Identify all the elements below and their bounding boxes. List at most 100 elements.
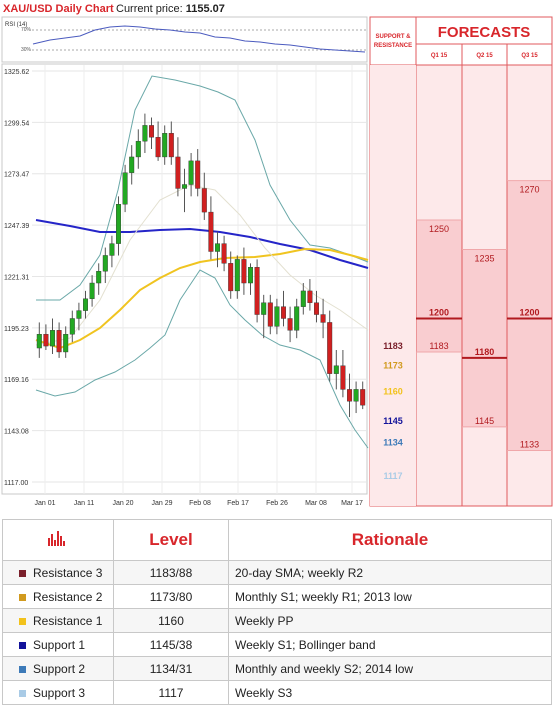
table-icon-cell <box>2 519 114 561</box>
level-swatch <box>19 617 26 625</box>
level-name-cell: Support 1 <box>2 632 114 657</box>
level-value-cell: 1160 <box>113 608 229 633</box>
level-name-cell: Resistance 3 <box>2 560 114 585</box>
candle-body <box>115 204 121 244</box>
candle-body <box>254 267 260 315</box>
candle-body <box>50 330 56 347</box>
level-label-r2: 1173 <box>383 361 403 371</box>
level-name: Resistance 1 <box>33 613 103 628</box>
y-tick-label: 1143.08 <box>4 429 29 436</box>
candle-body <box>347 389 353 402</box>
table-row: Resistance 2 1173/80 Monthly S1; weekly R1… <box>2 584 552 609</box>
candle-body <box>247 267 253 284</box>
candle-body <box>228 263 234 292</box>
candle-body <box>241 259 247 284</box>
bollinger-upper <box>36 75 369 301</box>
level-swatch <box>19 689 26 697</box>
candle-body <box>314 302 320 315</box>
level-label-s3: 1117 <box>383 471 402 481</box>
candle-body <box>188 160 194 185</box>
candle-body <box>69 318 75 335</box>
rationale-cell: 20-day SMA; weekly R2 <box>228 560 552 585</box>
rationale-cell: Weekly PP <box>228 608 552 633</box>
level-swatch <box>19 593 26 601</box>
level-name: Resistance 2 <box>33 589 103 604</box>
forecast-low-value: 1133 <box>520 439 539 449</box>
y-tick-label: 1299.54 <box>4 120 29 127</box>
forecast-col-label: Q1 15 <box>431 53 448 59</box>
forecast-high-value: 1250 <box>429 224 449 234</box>
y-tick-label: 1221.31 <box>4 275 29 282</box>
level-label-r3: 1183 <box>383 341 403 351</box>
candle-body <box>175 156 181 189</box>
table-row: Support 3 1117 Weekly S3 <box>2 680 552 705</box>
candle-body <box>148 125 154 138</box>
forecast-high-value: 1270 <box>519 185 539 195</box>
x-tick-label: Jan 29 <box>151 500 172 507</box>
level-label-s2: 1134 <box>383 438 403 448</box>
forecast-range <box>507 180 552 451</box>
level-name: Support 3 <box>33 685 86 700</box>
rsi-level-70: 70% <box>21 27 32 33</box>
current-price-label: Current price: 1155.07 <box>116 3 225 15</box>
y-tick-label: 1195.23 <box>4 326 29 333</box>
rationale-cell: Monthly and weekly S2; 2014 low <box>228 656 552 681</box>
forecast-range <box>416 219 462 352</box>
y-tick-label: 1273.47 <box>4 172 29 179</box>
candle-body <box>82 298 88 311</box>
rsi-line <box>32 25 366 53</box>
forecast-mid-value: 1200 <box>519 307 539 317</box>
candle-body <box>122 172 128 205</box>
level-swatch <box>19 665 26 673</box>
candle-body <box>201 188 207 213</box>
x-tick-label: Jan 20 <box>112 500 133 507</box>
candle-body <box>327 322 333 374</box>
table-row: Support 2 1134/31 Monthly and weekly S2; 2… <box>2 656 552 681</box>
candle-body <box>267 302 273 327</box>
sma-yellow <box>35 247 369 350</box>
bollinger-lower <box>35 269 369 449</box>
level-name: Support 1 <box>33 637 86 652</box>
forecast-low-value: 1145 <box>475 416 494 426</box>
level-name-cell: Resistance 2 <box>2 584 114 609</box>
y-tick-label: 1117.00 <box>4 480 28 487</box>
candle-body <box>300 290 306 307</box>
sr-label-2: RESISTANCE <box>374 43 412 49</box>
y-tick-label: 1247.39 <box>4 223 29 230</box>
candle-body <box>221 243 227 264</box>
candle-body <box>281 306 287 319</box>
level-swatch <box>19 569 26 577</box>
candle-body <box>102 255 108 272</box>
y-tick-label: 1169.16 <box>4 377 29 384</box>
level-name-cell: Support 2 <box>2 656 114 681</box>
candle-body <box>320 314 326 323</box>
level-name: Resistance 3 <box>33 565 103 580</box>
candle-body <box>340 365 346 390</box>
rsi-panel <box>1 16 368 63</box>
candle-body <box>353 389 359 402</box>
forecast-range <box>462 249 507 427</box>
rsi-level-30: 30% <box>21 47 32 53</box>
level-value-cell: 1173/80 <box>113 584 229 609</box>
candle-body <box>181 184 187 189</box>
x-tick-label: Mar 08 <box>305 500 327 507</box>
x-tick-label: Mar 17 <box>341 500 363 507</box>
level-value-cell: 1134/31 <box>113 656 229 681</box>
candle-body <box>208 211 214 252</box>
x-tick-label: Feb 17 <box>227 500 249 507</box>
candle-body <box>360 389 366 406</box>
candle-body <box>294 306 300 331</box>
candle-body <box>261 302 267 315</box>
forecast-col-label: Q2 15 <box>476 53 493 59</box>
level-label-s1: 1145 <box>383 416 403 426</box>
candle-body <box>168 133 174 158</box>
candle-body <box>96 271 102 284</box>
candle-body <box>43 334 49 347</box>
x-tick-label: Jan 11 <box>74 500 95 507</box>
levels-table: Level Rationale Resistance 3 1183/88 20-da… <box>2 519 552 705</box>
table-row: Support 1 1145/38 Weekly S1; Bollinger ban… <box>2 632 552 657</box>
x-tick-label: Feb 26 <box>266 500 288 507</box>
candle-body <box>162 133 168 158</box>
candle-body <box>214 243 220 252</box>
price-panel <box>1 63 368 495</box>
